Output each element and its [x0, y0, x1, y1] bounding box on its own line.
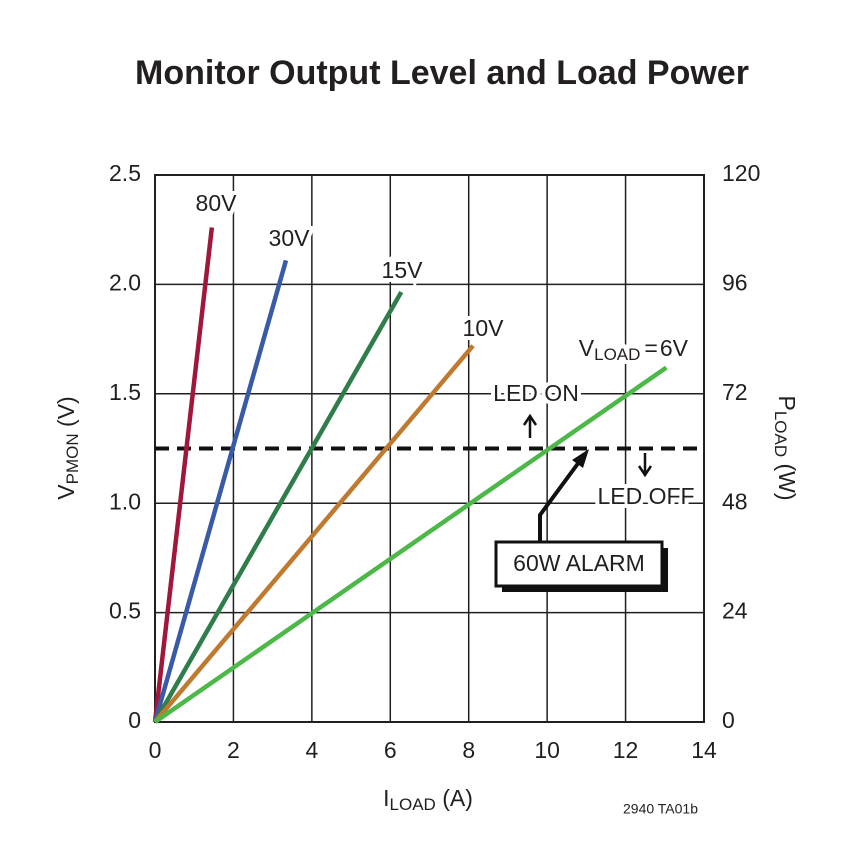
series-label: 30V: [269, 225, 311, 251]
y-tick-label: 1.0: [109, 488, 141, 514]
series-label: VLOAD =6V: [579, 335, 689, 364]
y2-tick-label: 96: [722, 269, 748, 295]
y2-tick-label: 24: [722, 598, 748, 624]
label-part: V: [579, 335, 595, 361]
series-label: 80V: [196, 190, 238, 216]
y2-axis-label: PLOAD (W): [771, 395, 800, 500]
x-tick-label: 2: [227, 737, 240, 763]
x-tick-label: 10: [534, 737, 560, 763]
series-line: [153, 344, 475, 724]
y2-tick-label: 120: [722, 160, 760, 186]
footnote: 2940 TA01b: [623, 801, 698, 817]
y-tick-label: 2.5: [109, 160, 141, 186]
annotation: LED OFF: [597, 483, 694, 509]
x-tick-label: 8: [462, 737, 475, 763]
label-part: LOAD: [594, 345, 640, 364]
x-tick-label: 4: [305, 737, 318, 763]
arrow: [522, 413, 538, 438]
x-tick-label: 14: [691, 737, 717, 763]
y-tick-label: 1.5: [109, 379, 141, 405]
callout: [538, 456, 584, 545]
y2-tick-label: 0: [722, 707, 735, 733]
x-axis-label: ILOAD (A): [383, 785, 473, 814]
series-line: [153, 365, 668, 724]
y2-tick-label: 72: [722, 379, 748, 405]
label-part: 6V: [660, 335, 689, 361]
alarm-box: [494, 540, 664, 588]
annotation: LED ON: [493, 380, 579, 406]
y-tick-label: 0.5: [109, 598, 141, 624]
series-line: [152, 259, 289, 723]
series-label: 10V: [463, 315, 505, 341]
callout-head: [572, 449, 589, 468]
chart-title: Monitor Output Level and Load Power: [135, 54, 749, 92]
x-tick-label: 12: [613, 737, 639, 763]
series-line: [153, 290, 404, 724]
arrow: [637, 453, 653, 478]
series-label: 15V: [382, 257, 424, 283]
x-tick-label: 0: [149, 737, 162, 763]
y-tick-label: 2.0: [109, 269, 141, 295]
y2-tick-label: 48: [722, 488, 748, 514]
alarm-label: 60W ALARM: [513, 550, 645, 576]
y-tick-label: 0: [128, 707, 141, 733]
y-axis-label: VPMON (V): [53, 396, 82, 499]
series-line: [152, 227, 215, 723]
x-tick-label: 6: [384, 737, 397, 763]
label-part: =: [644, 335, 657, 361]
